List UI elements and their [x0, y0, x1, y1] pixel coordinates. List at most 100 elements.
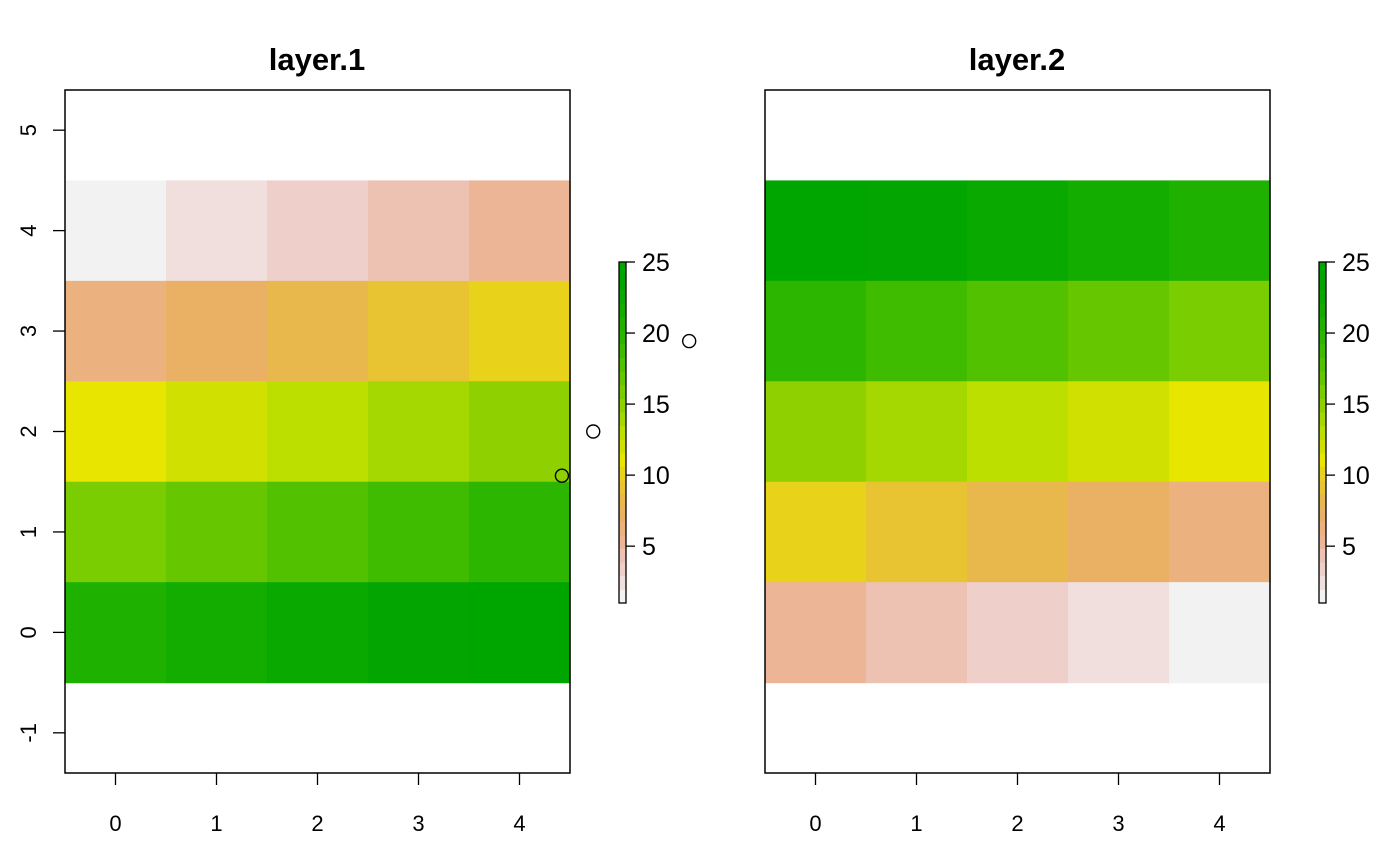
legend-color-step	[619, 412, 626, 427]
legend-tick-label: 5	[1342, 533, 1356, 561]
heat-cell	[967, 481, 1069, 583]
heat-cell	[866, 180, 968, 282]
legend-color-step	[619, 548, 626, 563]
heat-cell	[1068, 381, 1170, 483]
legend-color-step	[619, 562, 626, 577]
legend-color-step	[619, 507, 626, 522]
x-tick-label: 0	[809, 811, 821, 836]
y-tick-label: -1	[16, 723, 41, 743]
heat-cell	[967, 180, 1069, 282]
legend-frame	[618, 261, 627, 604]
legend-color-step	[1319, 302, 1326, 318]
legend-color-step	[1319, 439, 1326, 454]
heat-cell	[1169, 582, 1271, 684]
legend-tick-label: 25	[642, 249, 670, 277]
panel-title: layer.2	[969, 42, 1066, 77]
panel-2: layer.2 0 1 2 3 4 5 10 15 20 25	[764, 42, 1370, 836]
legend-color-step	[619, 452, 626, 468]
legend-color-step	[619, 357, 626, 372]
x-tick-label: 3	[412, 811, 424, 836]
heat-cell	[267, 381, 369, 483]
legend-color-step	[619, 289, 626, 304]
legend-color-step	[1319, 330, 1326, 345]
legend-color-step	[1319, 425, 1326, 440]
heat-cell	[967, 582, 1069, 684]
panel-title: layer.1	[269, 42, 366, 77]
legend-color-step	[619, 466, 626, 481]
legend-color-step	[1319, 262, 1326, 277]
legend-color-step	[619, 493, 626, 509]
x-tick-label: 4	[513, 811, 525, 836]
heat-cell	[765, 481, 867, 583]
legend-tick-label: 20	[642, 320, 670, 348]
legend-color-step	[1319, 289, 1326, 304]
heat-cell	[866, 582, 968, 684]
legend-color-step	[619, 302, 626, 318]
y-tick-label: 4	[16, 224, 41, 236]
legend-color-step	[619, 316, 626, 331]
legend-color-step	[1319, 371, 1326, 386]
heat-cell	[65, 481, 167, 583]
legend-frame	[1318, 261, 1327, 604]
legend-color-step	[619, 371, 626, 386]
legend-color-step	[1319, 521, 1326, 536]
legend-color-step	[1319, 452, 1326, 468]
heat-cell	[1169, 280, 1271, 382]
heat-cell	[368, 381, 470, 483]
heat-cell	[267, 481, 369, 583]
legend-color-step	[1319, 507, 1326, 522]
y-tick-label: 0	[16, 626, 41, 638]
data-point	[681, 333, 697, 349]
legend-color-step	[619, 439, 626, 454]
heat-cell	[866, 280, 968, 382]
legend-color-step	[619, 521, 626, 536]
x-tick-label: 2	[1011, 811, 1023, 836]
legend-color-step	[1319, 357, 1326, 372]
data-point	[586, 424, 601, 439]
x-tick-label: 3	[1112, 811, 1124, 836]
y-tick-label: 1	[16, 526, 41, 538]
x-tick-label: 1	[210, 811, 222, 836]
legend-color-step	[619, 343, 626, 358]
heat-cell	[469, 180, 571, 282]
x-tick-label: 4	[1213, 811, 1225, 836]
legend-color-step	[619, 275, 626, 290]
heat-cell	[65, 180, 167, 282]
legend-tick-label: 5	[642, 533, 656, 561]
heat-cell	[866, 481, 968, 583]
heat-cell	[765, 280, 867, 382]
legend-tick-label: 20	[1342, 320, 1370, 348]
heat-cell	[368, 280, 470, 382]
heat-cell	[368, 180, 470, 282]
heat-cell	[368, 582, 470, 684]
heat-cell	[267, 280, 369, 382]
heat-cell	[765, 381, 867, 483]
heat-cell	[166, 381, 268, 483]
heat-cell	[166, 582, 268, 684]
heat-cell	[469, 582, 571, 684]
heat-cell	[469, 280, 571, 382]
heat-cell	[65, 582, 167, 684]
legend-color-step	[619, 425, 626, 440]
legend-color-step	[619, 534, 626, 549]
legend-color-step	[619, 384, 626, 399]
legend-color-step	[1319, 316, 1326, 331]
legend-color-step	[1319, 398, 1326, 413]
heat-cell	[967, 381, 1069, 483]
legend-color-step	[619, 589, 626, 604]
legend-color-step	[619, 262, 626, 277]
heat-cell	[166, 280, 268, 382]
heat-cell	[267, 180, 369, 282]
x-tick-label: 1	[910, 811, 922, 836]
legend-color-step	[1319, 589, 1326, 604]
heat-cell	[967, 280, 1069, 382]
legend-color-step	[1319, 534, 1326, 549]
heat-cell	[1068, 280, 1170, 382]
heat-cell	[1169, 180, 1271, 282]
legend-color-step	[1319, 412, 1326, 427]
legend-tick-label: 10	[642, 462, 670, 490]
legend-color-step	[1319, 384, 1326, 399]
heat-cell	[469, 481, 571, 583]
legend-tick-label: 15	[1342, 391, 1370, 419]
